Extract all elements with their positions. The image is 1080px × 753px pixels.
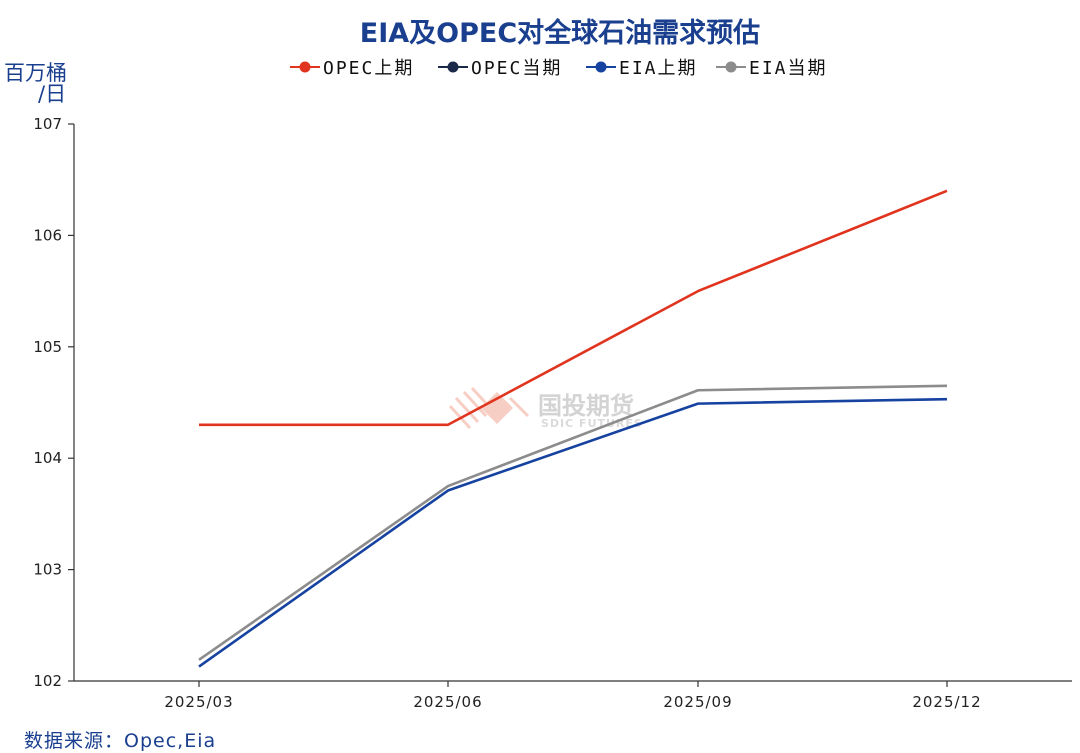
watermark-cn: 国投期货	[538, 392, 634, 420]
series-line-2	[198, 397, 948, 668]
y-tick-label: 107	[33, 115, 62, 133]
x-tick-label: 2025/03	[164, 693, 233, 711]
legend-label: EIA当期	[749, 58, 828, 79]
y-tick-label: 105	[33, 338, 62, 356]
legend-marker-icon	[447, 61, 459, 73]
legend: OPEC上期 OPEC当期 EIA上期 EIA当期	[290, 58, 828, 79]
x-tick-label: 2025/09	[663, 693, 732, 711]
watermark-logo-icon	[448, 386, 530, 430]
legend-marker-icon	[299, 61, 311, 73]
y-tick-label: 106	[33, 226, 62, 244]
y-tick-label: 103	[33, 561, 62, 579]
legend-marker-icon	[725, 61, 737, 73]
y-unit-label-line1: 百万桶	[4, 61, 67, 85]
chart-title: EIA及OPEC对全球石油需求预估	[360, 17, 760, 49]
legend-label: OPEC上期	[323, 58, 414, 79]
series-line-0	[199, 189, 948, 427]
y-tick-label: 102	[33, 672, 62, 690]
series-line-3	[198, 384, 948, 661]
source-note: 数据来源：Opec,Eia	[24, 730, 216, 752]
y-axis-ticks: 102 103 104 105 106 107	[33, 115, 74, 690]
legend-marker-icon	[595, 61, 607, 73]
y-tick-label: 104	[33, 449, 62, 467]
x-tick-label: 2025/06	[413, 693, 482, 711]
x-tick-label: 2025/12	[912, 693, 981, 711]
series-lines	[198, 189, 948, 668]
legend-label: EIA上期	[619, 58, 698, 79]
y-unit-label-line2: /日	[38, 82, 66, 106]
legend-label: OPEC当期	[471, 58, 562, 79]
x-axis-ticks: 2025/03 2025/06 2025/09 2025/12	[164, 681, 981, 711]
